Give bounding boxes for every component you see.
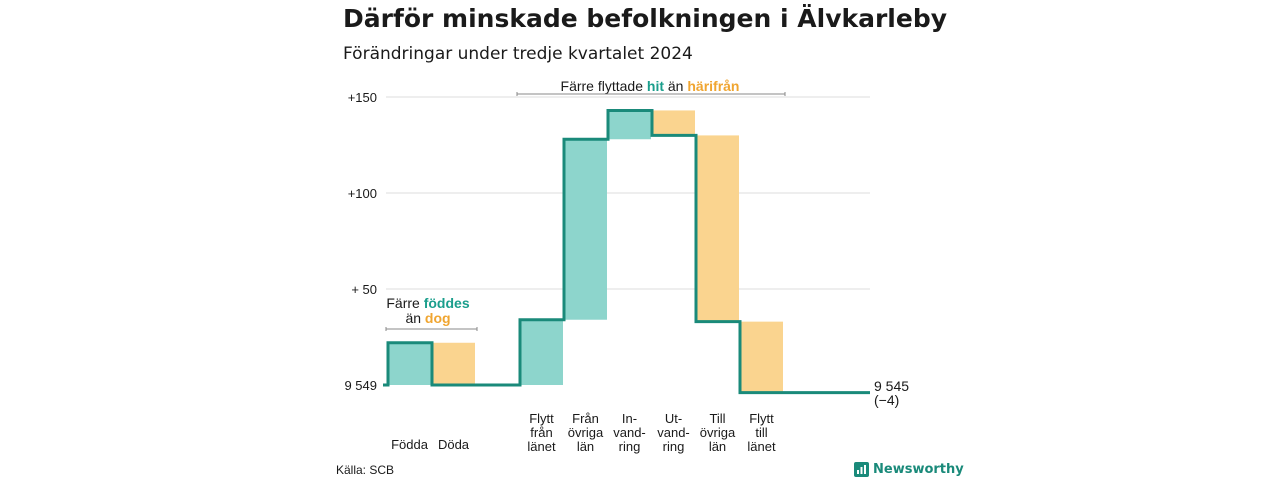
x-tick-label: In- xyxy=(622,411,637,426)
x-tick-label: länet xyxy=(747,439,776,454)
bar xyxy=(696,135,739,322)
migration-annotation: Färre flyttade hit än härifrån xyxy=(516,78,786,96)
end-value-label: 9 545 xyxy=(874,378,909,394)
brand-logo: Newsworthy xyxy=(854,462,964,477)
migration-annotation-bracket xyxy=(516,92,786,96)
x-tick-label: Ut- xyxy=(665,411,682,426)
bar xyxy=(432,342,475,385)
x-tick-label: övriga xyxy=(700,425,736,440)
source-note: Källa: SCB xyxy=(336,463,395,477)
x-tick-label: län xyxy=(577,439,594,454)
x-tick-label: vand- xyxy=(657,425,690,440)
step-line xyxy=(383,108,870,395)
x-axis-labels: Födda DödaFlyttfrånlänetFrånövrigalänIn-v… xyxy=(391,411,776,454)
births-annotation: Färre föddes än dog xyxy=(385,295,478,331)
x-tick-label: övriga xyxy=(568,425,604,440)
chart-title: Därför minskade befolkningen i Älvkarleb… xyxy=(343,4,948,33)
births-annotation-line1: Färre föddes xyxy=(386,295,469,311)
y-tick-label: +150 xyxy=(348,90,377,105)
gridlines xyxy=(386,96,870,290)
y-tick-label: +100 xyxy=(348,186,377,201)
bar xyxy=(520,319,563,385)
births-annotation-bracket xyxy=(385,327,478,331)
x-tick-label: Till xyxy=(709,411,725,426)
y-tick-label: 9 549 xyxy=(344,378,377,393)
x-tick-label: vand- xyxy=(613,425,646,440)
x-tick-label: Döda xyxy=(438,437,470,452)
x-tick-label: Flytt xyxy=(749,411,774,426)
x-tick-label: till xyxy=(755,425,767,440)
migration-annotation-text: Färre flyttade hit än härifrån xyxy=(561,78,740,94)
x-tick-label: Födda xyxy=(391,437,429,452)
brand-name: Newsworthy xyxy=(873,462,964,477)
bar xyxy=(564,139,607,320)
cumulative-step-line xyxy=(383,108,870,395)
x-tick-label: från xyxy=(530,425,552,440)
bar xyxy=(740,321,783,393)
births-annotation-line2: än dog xyxy=(405,310,450,326)
bar-chart-icon xyxy=(854,462,869,477)
x-tick-label: länet xyxy=(527,439,556,454)
y-tick-label: + 50 xyxy=(351,282,377,297)
end-change-label: (−4) xyxy=(874,392,899,408)
bar xyxy=(608,110,651,140)
x-tick-label: ring xyxy=(619,439,641,454)
bars xyxy=(388,110,783,393)
bar xyxy=(652,110,695,136)
y-axis: 9 549 + 50 +100 +150 xyxy=(344,90,377,393)
x-tick-label: Från xyxy=(572,411,599,426)
bar xyxy=(388,342,431,385)
x-tick-label: ring xyxy=(663,439,685,454)
chart-subtitle: Förändringar under tredje kvartalet 2024 xyxy=(343,44,693,64)
x-tick-label: län xyxy=(709,439,726,454)
x-tick-label: Flytt xyxy=(529,411,554,426)
